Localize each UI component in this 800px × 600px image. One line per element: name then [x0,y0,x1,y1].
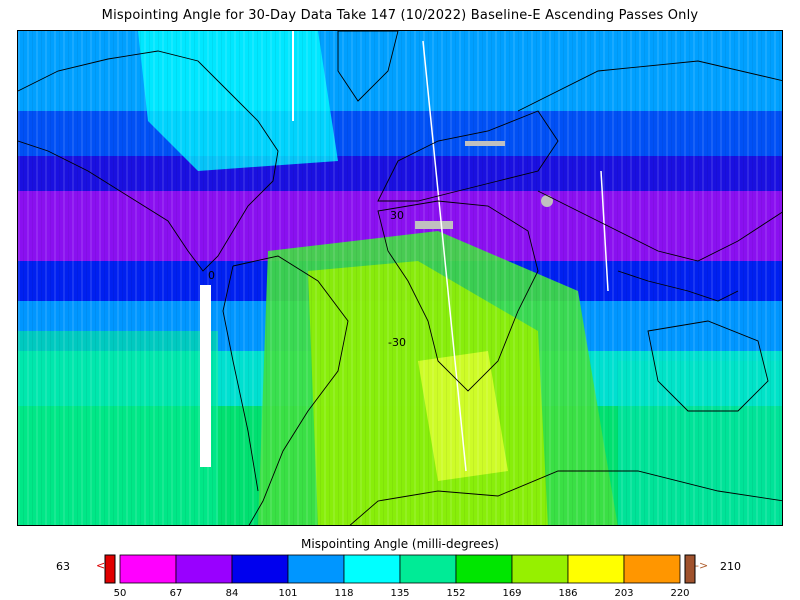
map-title: Mispointing Angle for 30-Day Data Take 1… [101,8,699,23]
colorbar-swatch [511,554,569,584]
colorbar-tick-label: 67 [169,588,183,599]
lat-label-30n: 30 [390,209,404,222]
colorbar-tick-label: 203 [614,588,634,599]
colorbar-min-value: 63 [56,560,70,573]
colorbar-tick-label: 84 [225,588,239,599]
colorbar-title: Mispointing Angle (milli-degrees) [301,537,499,551]
colorbar-swatch [455,554,513,584]
colorbar-max-value: 210 [720,560,741,573]
mispointing-map [18,31,782,525]
under-range-arrow: < [96,559,106,572]
colorbar-swatch [119,554,177,584]
colorbar-tick-label: 186 [558,588,578,599]
map-panel: 30 0 -30 [17,30,783,526]
colorbar-tick-label: 169 [502,588,522,599]
colorbar-swatch [343,554,401,584]
colorbar-swatch [399,554,457,584]
colorbar-tick-label: 220 [670,588,690,599]
colorbar-under-swatch [104,554,116,584]
colorbar-swatch [623,554,681,584]
colorbar-tick-label: 118 [334,588,354,599]
over-range-arrow: -> [695,559,709,572]
colorbar-swatch [175,554,233,584]
colorbar-swatch [231,554,289,584]
colorbar-over-swatch [684,554,696,584]
lat-label-equator: 0 [208,269,215,282]
colorbar-tick-label: 50 [113,588,127,599]
colorbar-tick-label: 135 [390,588,410,599]
colorbar-tick-label: 152 [446,588,466,599]
lat-label-30s: -30 [388,336,406,349]
colorbar-swatch [567,554,625,584]
colorbar-swatch [287,554,345,584]
colorbar [104,554,696,584]
colorbar-tick-label: 101 [278,588,298,599]
